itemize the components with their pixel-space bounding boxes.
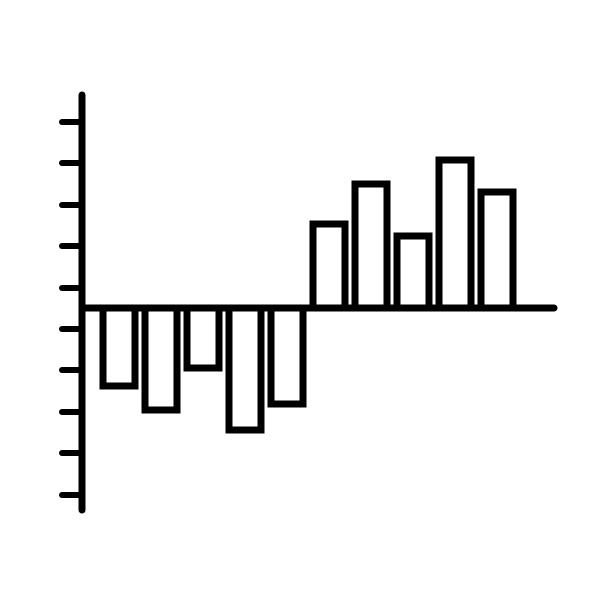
diverging-bar-chart-icon bbox=[0, 0, 600, 600]
